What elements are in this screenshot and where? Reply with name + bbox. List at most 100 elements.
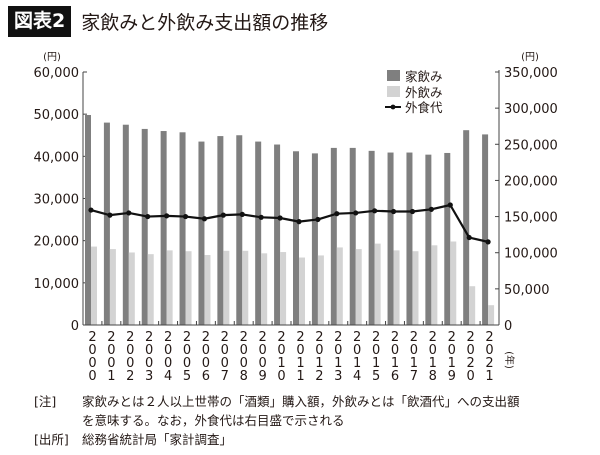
line-point bbox=[220, 212, 226, 218]
x-tick-label: 2 bbox=[258, 330, 266, 345]
right-tick-label: 150,000 bbox=[504, 211, 558, 226]
x-tick-label: 1 bbox=[315, 356, 323, 371]
x-tick-label: 0 bbox=[353, 343, 361, 358]
bar-ienomi bbox=[425, 154, 432, 325]
bar-sotonomi bbox=[261, 253, 268, 325]
x-tick-label: 0 bbox=[391, 343, 399, 358]
note-key: [注] bbox=[34, 394, 57, 409]
legend-gaishokudai: 外食代 bbox=[405, 100, 443, 115]
bar-sotonomi bbox=[128, 252, 135, 325]
x-tick-label: 2 bbox=[315, 330, 323, 345]
x-tick-label: 0 bbox=[221, 356, 229, 371]
bar-sotonomi bbox=[431, 245, 438, 325]
x-tick-label: 2 bbox=[240, 330, 248, 345]
x-tick-label: 1 bbox=[296, 356, 304, 371]
bar-sotonomi bbox=[450, 241, 457, 325]
bar-sotonomi bbox=[166, 250, 173, 325]
line-point bbox=[485, 239, 491, 245]
bar-sotonomi bbox=[488, 305, 495, 325]
right-tick-label: 200,000 bbox=[504, 174, 558, 189]
x-tick-label: 2 bbox=[353, 330, 361, 345]
x-tick-label: 5 bbox=[183, 369, 191, 384]
line-point bbox=[447, 202, 453, 208]
x-tick-label: 2 bbox=[466, 356, 474, 371]
x-tick-label: 0 bbox=[221, 343, 229, 358]
legend-sotonomi: 外飲み bbox=[405, 85, 443, 100]
x-tick-label: 9 bbox=[448, 369, 456, 384]
bar-ienomi bbox=[293, 151, 299, 325]
bar-sotonomi bbox=[299, 257, 305, 325]
left-axis-unit: (円) bbox=[43, 52, 61, 63]
x-tick-label: 2 bbox=[202, 330, 210, 345]
left-tick-label: 0 bbox=[71, 319, 79, 334]
line-point bbox=[296, 219, 302, 225]
x-tick-label: 4 bbox=[164, 369, 172, 384]
legend-ienomi: 家飲み bbox=[405, 69, 443, 84]
bar-sotonomi bbox=[412, 251, 419, 325]
x-tick-label: 0 bbox=[258, 356, 266, 371]
source-key: [出所] bbox=[34, 432, 69, 447]
bar-sotonomi bbox=[374, 243, 381, 325]
bar-sotonomi bbox=[336, 247, 343, 325]
x-tick-label: 2 bbox=[391, 330, 399, 345]
x-tick-label: 0 bbox=[126, 356, 134, 371]
x-tick-label: 3 bbox=[334, 369, 342, 384]
x-tick-label: 0 bbox=[334, 343, 342, 358]
x-tick-label: 0 bbox=[202, 343, 210, 358]
bar-ienomi bbox=[179, 132, 186, 325]
x-tick-label: 5 bbox=[372, 369, 380, 384]
right-y-axis: 0 50,000 100,000 150,000 200,000 250,000 300,0… bbox=[495, 52, 558, 334]
x-tick-label: 2 bbox=[448, 330, 456, 345]
x-tick-label: 2 bbox=[88, 330, 96, 345]
x-tick-label: 0 bbox=[240, 343, 248, 358]
x-tick-label: 2 bbox=[372, 330, 380, 345]
left-tick-label: 10,000 bbox=[34, 277, 80, 292]
note-line-2: を意味する。なお，外食代は右目盛で示される bbox=[82, 413, 345, 428]
x-axis: 2000200120022003200420052006200720082009… bbox=[83, 321, 516, 384]
x-tick-label: 2 bbox=[277, 330, 285, 345]
x-tick-label: 2 bbox=[164, 330, 172, 345]
x-tick-label: 0 bbox=[466, 369, 474, 384]
x-tick-label: 0 bbox=[183, 356, 191, 371]
x-tick-label: 0 bbox=[466, 343, 474, 358]
x-tick-label: 8 bbox=[429, 369, 437, 384]
line-point bbox=[145, 213, 151, 220]
x-tick-label: 2 bbox=[296, 330, 304, 345]
right-tick-label: 50,000 bbox=[504, 283, 550, 298]
figure-label: 図表2 bbox=[8, 6, 72, 37]
x-tick-label: 1 bbox=[429, 356, 437, 371]
x-tick-label: 2 bbox=[429, 330, 437, 345]
line-point bbox=[182, 213, 189, 220]
x-tick-label: 2 bbox=[466, 330, 474, 345]
x-tick-label: 2 bbox=[485, 330, 493, 345]
x-tick-label: 1 bbox=[334, 356, 342, 371]
x-tick-label: 3 bbox=[145, 369, 153, 384]
line-point bbox=[390, 208, 397, 215]
bar-ienomi bbox=[274, 144, 281, 325]
x-tick-label: 6 bbox=[391, 369, 399, 384]
left-tick-label: 20,000 bbox=[34, 235, 80, 250]
note-line-1: 家飲みとは２人以上世帯の「酒類」購入額，外飲みとは「飲酒代」への支出額 bbox=[82, 394, 520, 409]
x-tick-label: 0 bbox=[88, 343, 96, 358]
x-tick-label: 0 bbox=[485, 343, 493, 358]
x-tick-label: 0 bbox=[164, 356, 172, 371]
bar-ienomi bbox=[198, 141, 205, 325]
chart-title: 家飲みと外飲み支出額の推移 bbox=[81, 12, 329, 34]
x-tick-label: 0 bbox=[277, 343, 285, 358]
right-tick-label: 0 bbox=[504, 319, 512, 334]
bar-series bbox=[85, 115, 495, 325]
line-point bbox=[126, 210, 132, 216]
source-text: 総務省統計局「家計調査」 bbox=[82, 432, 233, 447]
bar-ienomi bbox=[255, 141, 262, 325]
x-tick-label: 6 bbox=[202, 369, 210, 384]
x-tick-label: 0 bbox=[240, 356, 248, 371]
x-tick-label: 1 bbox=[296, 369, 304, 384]
line-point bbox=[315, 216, 321, 223]
left-y-axis: 0 10,000 20,000 30,000 40,000 50,000 60,000 (円) bbox=[34, 52, 87, 334]
line-point bbox=[107, 212, 113, 218]
right-tick-label: 300,000 bbox=[504, 102, 558, 117]
bar-ienomi bbox=[482, 134, 489, 325]
line-point bbox=[239, 211, 245, 218]
bar-ienomi bbox=[141, 128, 148, 325]
left-tick-label: 60,000 bbox=[34, 66, 80, 81]
